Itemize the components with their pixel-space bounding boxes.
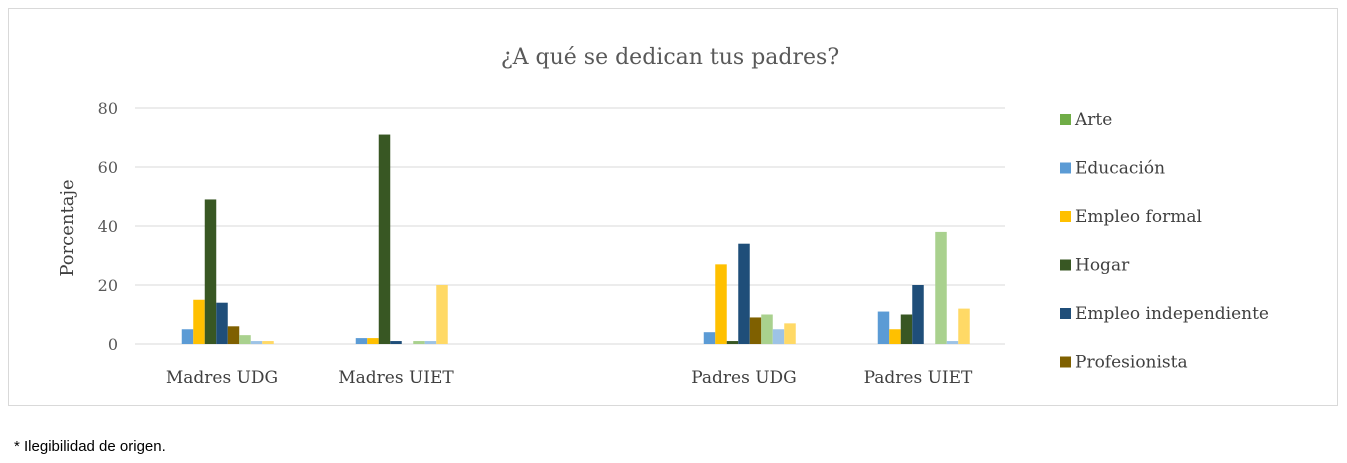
legend-label: Empleo formal bbox=[1075, 207, 1202, 227]
bar bbox=[946, 341, 959, 344]
y-tick-label: 20 bbox=[98, 276, 118, 295]
bar-series bbox=[181, 134, 970, 344]
bar bbox=[413, 341, 425, 344]
bar bbox=[239, 335, 251, 344]
legend-label: Hogar bbox=[1075, 256, 1130, 276]
bar bbox=[877, 311, 890, 344]
category-label: Madres UIET bbox=[338, 368, 454, 388]
bar bbox=[250, 341, 263, 344]
bar bbox=[181, 329, 194, 344]
bar bbox=[738, 243, 750, 344]
category-labels: Madres UDG Madres UIET Padres UDG Padres UI… bbox=[166, 368, 973, 388]
bar bbox=[912, 285, 924, 344]
gridlines bbox=[135, 107, 1005, 345]
bar bbox=[216, 302, 228, 344]
y-tick-labels: 0 20 40 60 80 bbox=[98, 99, 118, 354]
y-tick-label: 40 bbox=[98, 217, 118, 236]
legend-label: Arte bbox=[1074, 110, 1112, 130]
legend-label: Profesionista bbox=[1075, 353, 1188, 373]
bar bbox=[367, 338, 379, 344]
y-axis-label: Porcentaje bbox=[57, 179, 78, 276]
bar bbox=[262, 341, 274, 344]
bar bbox=[900, 314, 913, 344]
bar bbox=[935, 231, 947, 344]
category-label: Padres UDG bbox=[691, 368, 797, 388]
y-tick-label: 60 bbox=[98, 158, 118, 177]
bar bbox=[958, 308, 970, 344]
bar bbox=[703, 332, 716, 344]
bar bbox=[227, 326, 240, 344]
bar bbox=[772, 329, 785, 344]
bar bbox=[193, 299, 205, 344]
legend-label: Empleo independiente bbox=[1075, 304, 1269, 324]
category-label: Madres UDG bbox=[166, 368, 278, 388]
bar bbox=[784, 323, 796, 344]
legend-swatch bbox=[1060, 162, 1071, 174]
y-tick-label: 0 bbox=[108, 335, 118, 354]
legend-label: Educación bbox=[1075, 159, 1165, 179]
bar bbox=[378, 134, 391, 344]
bar bbox=[749, 317, 762, 344]
bar bbox=[436, 285, 448, 344]
chart-title: ¿A qué se dedican tus padres? bbox=[501, 45, 839, 70]
bar bbox=[424, 341, 437, 344]
legend-swatch bbox=[1060, 308, 1071, 319]
footnote: * Ilegibilidad de origen. bbox=[14, 438, 166, 455]
bar bbox=[390, 341, 402, 344]
bar bbox=[889, 329, 901, 344]
bar bbox=[715, 264, 727, 344]
legend-swatch bbox=[1060, 356, 1071, 368]
legend-swatch bbox=[1060, 259, 1071, 271]
bar bbox=[204, 199, 217, 344]
bar bbox=[726, 341, 739, 344]
legend: Arte Educación Empleo formal Hogar Empleo in… bbox=[1060, 110, 1269, 373]
category-label: Padres UIET bbox=[864, 368, 973, 388]
y-tick-label: 80 bbox=[98, 99, 118, 118]
bar bbox=[355, 338, 368, 344]
legend-swatch bbox=[1060, 114, 1071, 125]
bar-chart: ¿A qué se dedican tus padres? Porcentaje… bbox=[57, 45, 1269, 388]
legend-swatch bbox=[1060, 211, 1071, 222]
bar bbox=[761, 314, 773, 344]
